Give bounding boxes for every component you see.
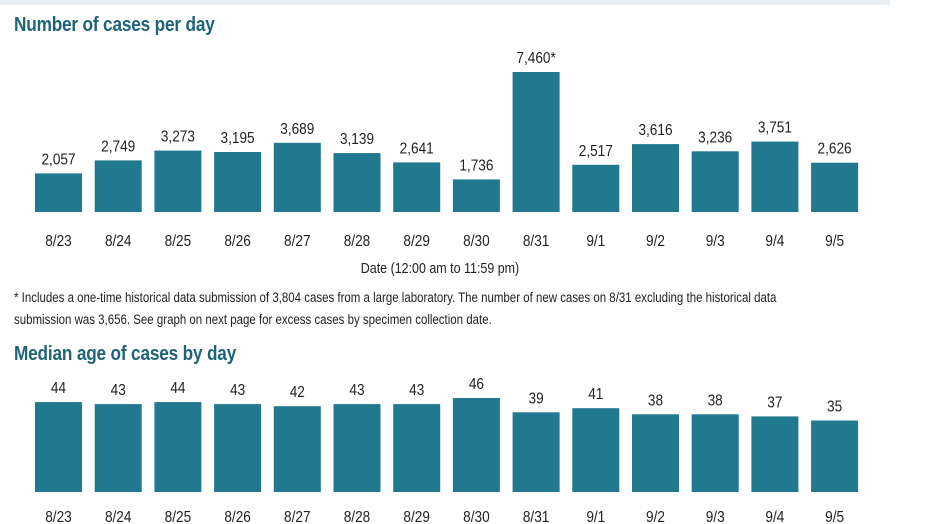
cases-tick-label-8-25: 8/25 bbox=[165, 233, 192, 250]
age-value-label-9-4: 37 bbox=[767, 395, 782, 412]
cases-value-label-8-23: 2,057 bbox=[41, 152, 75, 169]
cases-bar-8-28 bbox=[333, 153, 381, 212]
age-value-label-8-26: 43 bbox=[230, 382, 245, 399]
age-bar-8-24 bbox=[94, 404, 142, 492]
cases-value-label-8-26: 3,195 bbox=[221, 130, 255, 147]
age-bar-9-1 bbox=[572, 408, 620, 492]
chart-title-cases: Number of cases per day bbox=[14, 14, 215, 36]
chart-title-median-age: Median age of cases by day bbox=[14, 343, 237, 365]
age-tick-label-8-30: 8/30 bbox=[463, 509, 490, 524]
age-bar-8-28 bbox=[333, 404, 381, 492]
cases-tick-label-9-3: 9/3 bbox=[706, 233, 725, 250]
age-value-label-8-31: 39 bbox=[529, 391, 544, 408]
age-bar-9-4 bbox=[751, 416, 799, 492]
age-value-label-9-5: 35 bbox=[827, 399, 842, 416]
cases-value-label-8-31: 7,460* bbox=[516, 50, 556, 67]
age-value-label-9-2: 38 bbox=[648, 393, 663, 410]
cases-per-day-chart: 2,057 8/23 2,749 8/24 3,273 8/25 3,195 8/26 3,68… bbox=[35, 50, 859, 276]
cases-bar-8-31 bbox=[512, 72, 560, 212]
top-band bbox=[0, 0, 890, 5]
age-bar-8-26 bbox=[214, 404, 262, 492]
cases-tick-label-9-1: 9/1 bbox=[586, 233, 605, 250]
cases-bar-8-24 bbox=[94, 160, 142, 212]
footnote-line-2: submission was 3,656. See graph on next … bbox=[14, 312, 492, 327]
cases-value-label-8-27: 3,689 bbox=[280, 121, 314, 138]
cases-bar-9-4 bbox=[751, 141, 799, 212]
cases-tick-label-8-29: 8/29 bbox=[403, 233, 430, 250]
cases-bar-8-25 bbox=[154, 150, 202, 212]
age-tick-label-8-26: 8/26 bbox=[224, 509, 251, 524]
footnote-line-1: * Includes a one-time historical data su… bbox=[14, 290, 777, 305]
cases-bar-8-30 bbox=[452, 179, 500, 212]
age-bar-9-5 bbox=[811, 420, 859, 492]
age-value-label-9-3: 38 bbox=[708, 393, 723, 410]
cases-value-label-8-30: 1,736 bbox=[459, 158, 493, 175]
cases-bar-9-2 bbox=[632, 144, 679, 212]
cases-tick-label-9-5: 9/5 bbox=[825, 233, 844, 250]
age-bar-9-2 bbox=[632, 414, 679, 492]
age-tick-label-9-1: 9/1 bbox=[586, 509, 605, 524]
cases-tick-label-8-26: 8/26 bbox=[224, 233, 251, 250]
cases-x-axis-title: Date (12:00 am to 11:59 pm) bbox=[361, 260, 519, 276]
cases-tick-label-8-31: 8/31 bbox=[523, 233, 550, 250]
cases-bar-8-26 bbox=[214, 152, 262, 212]
median-age-chart: 44 8/23 43 8/24 44 8/25 43 8/26 42 8/27 43 8/28 43 8/… bbox=[35, 376, 859, 524]
cases-value-label-9-2: 3,616 bbox=[638, 122, 672, 139]
age-tick-label-8-28: 8/28 bbox=[344, 509, 371, 524]
age-bar-8-29 bbox=[393, 404, 441, 492]
age-bar-8-25 bbox=[154, 402, 202, 492]
cases-tick-label-8-28: 8/28 bbox=[344, 233, 371, 250]
cases-tick-label-9-2: 9/2 bbox=[646, 233, 665, 250]
age-bar-9-3 bbox=[691, 414, 739, 492]
age-tick-label-9-3: 9/3 bbox=[706, 509, 725, 524]
age-value-label-9-1: 41 bbox=[588, 386, 603, 403]
cases-value-label-8-29: 2,641 bbox=[400, 141, 434, 158]
age-tick-label-9-5: 9/5 bbox=[825, 509, 844, 524]
cases-tick-label-8-30: 8/30 bbox=[463, 233, 490, 250]
age-tick-label-8-23: 8/23 bbox=[45, 509, 72, 524]
age-tick-label-8-25: 8/25 bbox=[165, 509, 192, 524]
cases-bar-8-29 bbox=[393, 162, 441, 212]
cases-bar-8-23 bbox=[35, 173, 82, 212]
age-value-label-8-28: 43 bbox=[349, 382, 364, 399]
cases-value-label-9-4: 3,751 bbox=[758, 120, 792, 137]
age-value-label-8-30: 46 bbox=[469, 376, 484, 393]
cases-value-label-9-3: 3,236 bbox=[698, 130, 732, 147]
cases-tick-label-8-23: 8/23 bbox=[45, 233, 72, 250]
age-bar-8-23 bbox=[35, 402, 82, 492]
cases-tick-label-8-27: 8/27 bbox=[284, 233, 311, 250]
age-bar-8-31 bbox=[512, 412, 560, 492]
age-bar-8-30 bbox=[452, 398, 500, 492]
cases-value-label-9-1: 2,517 bbox=[579, 143, 613, 160]
age-tick-label-8-29: 8/29 bbox=[403, 509, 430, 524]
age-value-label-8-23: 44 bbox=[51, 380, 66, 397]
age-tick-label-8-24: 8/24 bbox=[105, 509, 132, 524]
age-value-label-8-25: 44 bbox=[170, 380, 185, 397]
age-bar-8-27 bbox=[273, 406, 321, 492]
cases-tick-label-8-24: 8/24 bbox=[105, 233, 132, 250]
footnote: * Includes a one-time historical data su… bbox=[14, 287, 881, 331]
age-value-label-8-29: 43 bbox=[409, 382, 424, 399]
age-tick-label-9-2: 9/2 bbox=[646, 509, 665, 524]
cases-bar-9-3 bbox=[691, 151, 739, 212]
age-value-label-8-27: 42 bbox=[290, 384, 305, 401]
age-tick-label-8-31: 8/31 bbox=[523, 509, 550, 524]
cases-value-label-8-24: 2,749 bbox=[101, 139, 135, 156]
cases-value-label-9-5: 2,626 bbox=[818, 141, 852, 158]
age-tick-label-8-27: 8/27 bbox=[284, 509, 311, 524]
cases-tick-label-9-4: 9/4 bbox=[765, 233, 784, 250]
age-tick-label-9-4: 9/4 bbox=[765, 509, 784, 524]
cases-bar-8-27 bbox=[273, 142, 321, 212]
age-value-label-8-24: 43 bbox=[111, 382, 126, 399]
cases-bar-9-1 bbox=[572, 164, 620, 212]
cases-bar-9-5 bbox=[811, 162, 859, 212]
cases-value-label-8-25: 3,273 bbox=[161, 129, 195, 146]
cases-value-label-8-28: 3,139 bbox=[340, 131, 374, 148]
